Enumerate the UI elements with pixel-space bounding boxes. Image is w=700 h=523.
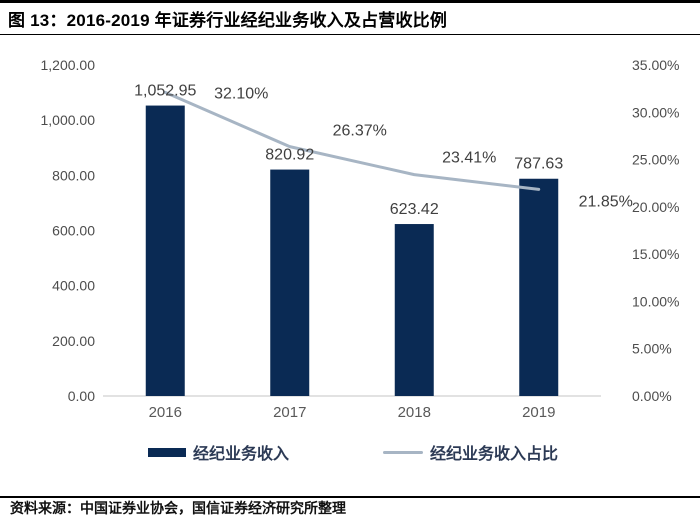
- x-axis-label: 2017: [273, 404, 306, 421]
- left-axis-tick: 200.00: [52, 333, 95, 349]
- bar-value-label: 623.42: [390, 201, 439, 218]
- bar-value-label: 1,052.95: [134, 83, 196, 100]
- x-axis-label: 2016: [149, 404, 182, 421]
- bar-value-label: 787.63: [514, 156, 563, 173]
- figure-title: 图 13：2016-2019 年证券行业经纪业务收入及占营收比例: [8, 11, 448, 30]
- bar-2017: [270, 169, 310, 396]
- chart-legend: 经纪业务收入 经纪业务收入占比: [0, 443, 700, 463]
- line-value-label: 23.41%: [442, 150, 496, 167]
- legend-item-revenue: 经纪业务收入: [148, 443, 290, 463]
- line-series-swatch-icon: [383, 450, 423, 454]
- right-axis-tick: 10.00%: [632, 293, 679, 309]
- line-value-label: 21.85%: [579, 193, 633, 210]
- bar-series-swatch-icon: [148, 447, 186, 457]
- right-axis-tick: 15.00%: [632, 246, 679, 262]
- source-note-bar: 资料来源：中国证券业协会，国信证券经济研究所整理: [0, 496, 700, 523]
- left-axis-tick: 400.00: [52, 278, 95, 294]
- legend-item-ratio: 经纪业务收入占比: [383, 443, 559, 463]
- left-axis-tick: 800.00: [52, 167, 95, 183]
- right-axis-tick: 5.00%: [632, 341, 672, 357]
- left-axis-tick: 0.00: [68, 388, 95, 404]
- line-value-label: 32.10%: [214, 85, 268, 102]
- bar-series-label: 经纪业务收入: [193, 446, 290, 463]
- right-axis-tick: 35.00%: [632, 57, 679, 73]
- right-axis-tick: 0.00%: [632, 388, 672, 404]
- source-text: 资料来源：中国证券业协会，国信证券经济研究所整理: [10, 502, 346, 517]
- ratio-line: [163, 90, 541, 191]
- bar-2018: [394, 224, 434, 396]
- line-value-label: 26.37%: [333, 123, 387, 140]
- figure-title-bar: 图 13：2016-2019 年证券行业经纪业务收入及占营收比例: [0, 0, 700, 35]
- x-axis-label: 2019: [522, 404, 555, 421]
- chart-canvas: 1,200.00 1,000.00 800.00 600.00 400.00 200.00…: [41, 57, 680, 421]
- left-axis-tick: 600.00: [52, 223, 95, 239]
- x-axis-label: 2018: [398, 404, 431, 421]
- bar-2016: [145, 105, 185, 397]
- line-series-label: 经纪业务收入占比: [430, 446, 559, 463]
- right-axis-tick: 20.00%: [632, 199, 679, 215]
- right-axis-tick: 25.00%: [632, 152, 679, 168]
- right-axis-tick: 30.00%: [632, 104, 679, 120]
- left-axis-tick: 1,200.00: [41, 57, 96, 73]
- bar-2019: [519, 178, 559, 396]
- left-axis-tick: 1,000.00: [41, 112, 96, 128]
- bar-value-label: 820.92: [265, 147, 314, 164]
